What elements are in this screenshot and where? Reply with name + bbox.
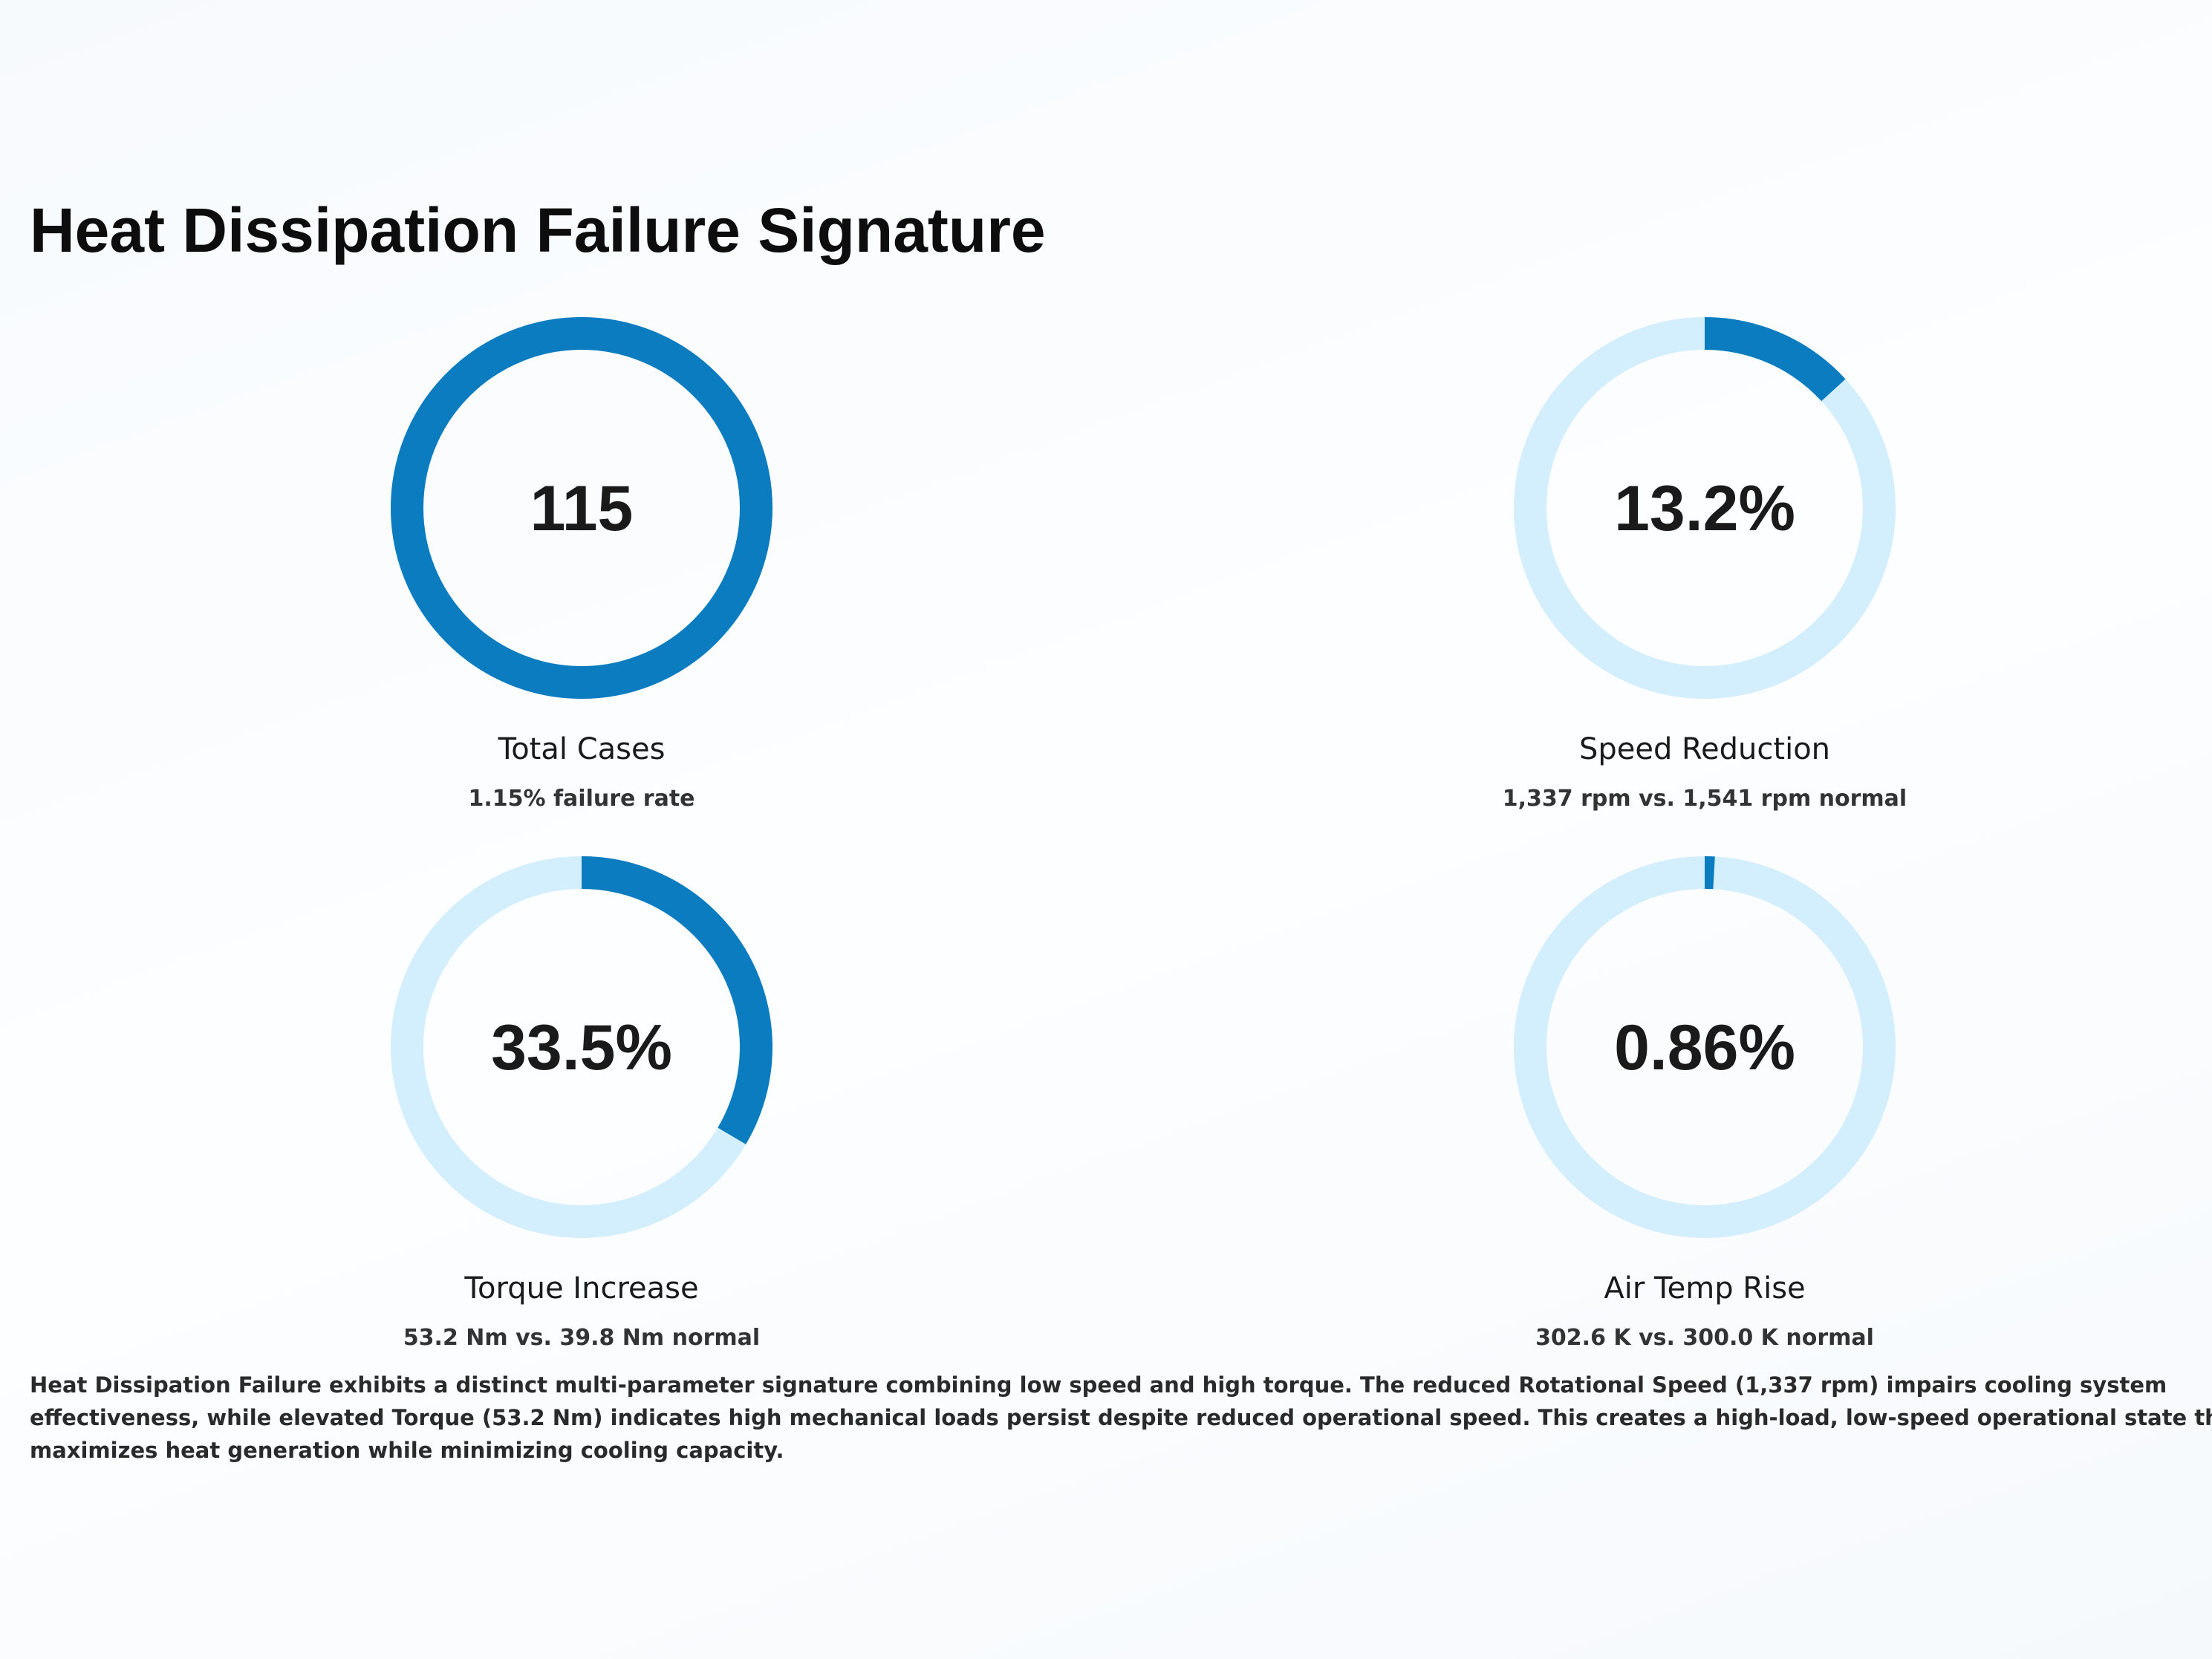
gauge-sublabel: 1,337 rpm vs. 1,541 rpm normal [1503,786,1907,812]
gauge-label: Air Temp Rise [1604,1271,1805,1306]
gauges: 115 Total Cases 1.15% failure rate 13.2% Spe… [391,317,1907,1351]
gauge-arc [391,317,772,699]
gauge-label: Torque Increase [463,1271,698,1306]
gauge-arc [391,856,772,1238]
gauge-sublabel: 302.6 K vs. 300.0 K normal [1535,1325,1874,1351]
gauge-value: 33.5% [491,1012,672,1083]
gauge-value: 115 [530,473,634,544]
gauge-label: Speed Reduction [1579,732,1830,766]
gauge-sublabel: 1.15% failure rate [468,786,694,812]
gauge-value: 13.2% [1614,473,1795,544]
gauge-arc [1514,856,1896,1238]
gauge-value: 0.86% [1614,1012,1795,1083]
gauge-label: Total Cases [498,732,666,766]
page-title: Heat Dissipation Failure Signature [30,195,1046,265]
description: Heat Dissipation Failure exhibits a dist… [30,1372,2212,1463]
description-box: Heat Dissipation Failure exhibits a dist… [0,1369,2212,1480]
gauge-sublabel: 53.2 Nm vs. 39.8 Nm normal [403,1325,760,1351]
gauge-arc [1514,317,1896,699]
